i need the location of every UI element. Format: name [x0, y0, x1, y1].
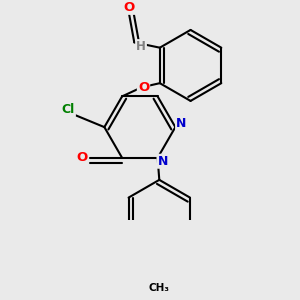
- Text: O: O: [76, 152, 87, 164]
- Text: N: N: [158, 155, 168, 168]
- Text: CH₃: CH₃: [149, 284, 170, 293]
- Text: H: H: [136, 40, 146, 53]
- Text: O: O: [123, 1, 135, 14]
- Text: N: N: [176, 117, 187, 130]
- Text: O: O: [138, 81, 149, 94]
- Text: Cl: Cl: [62, 103, 75, 116]
